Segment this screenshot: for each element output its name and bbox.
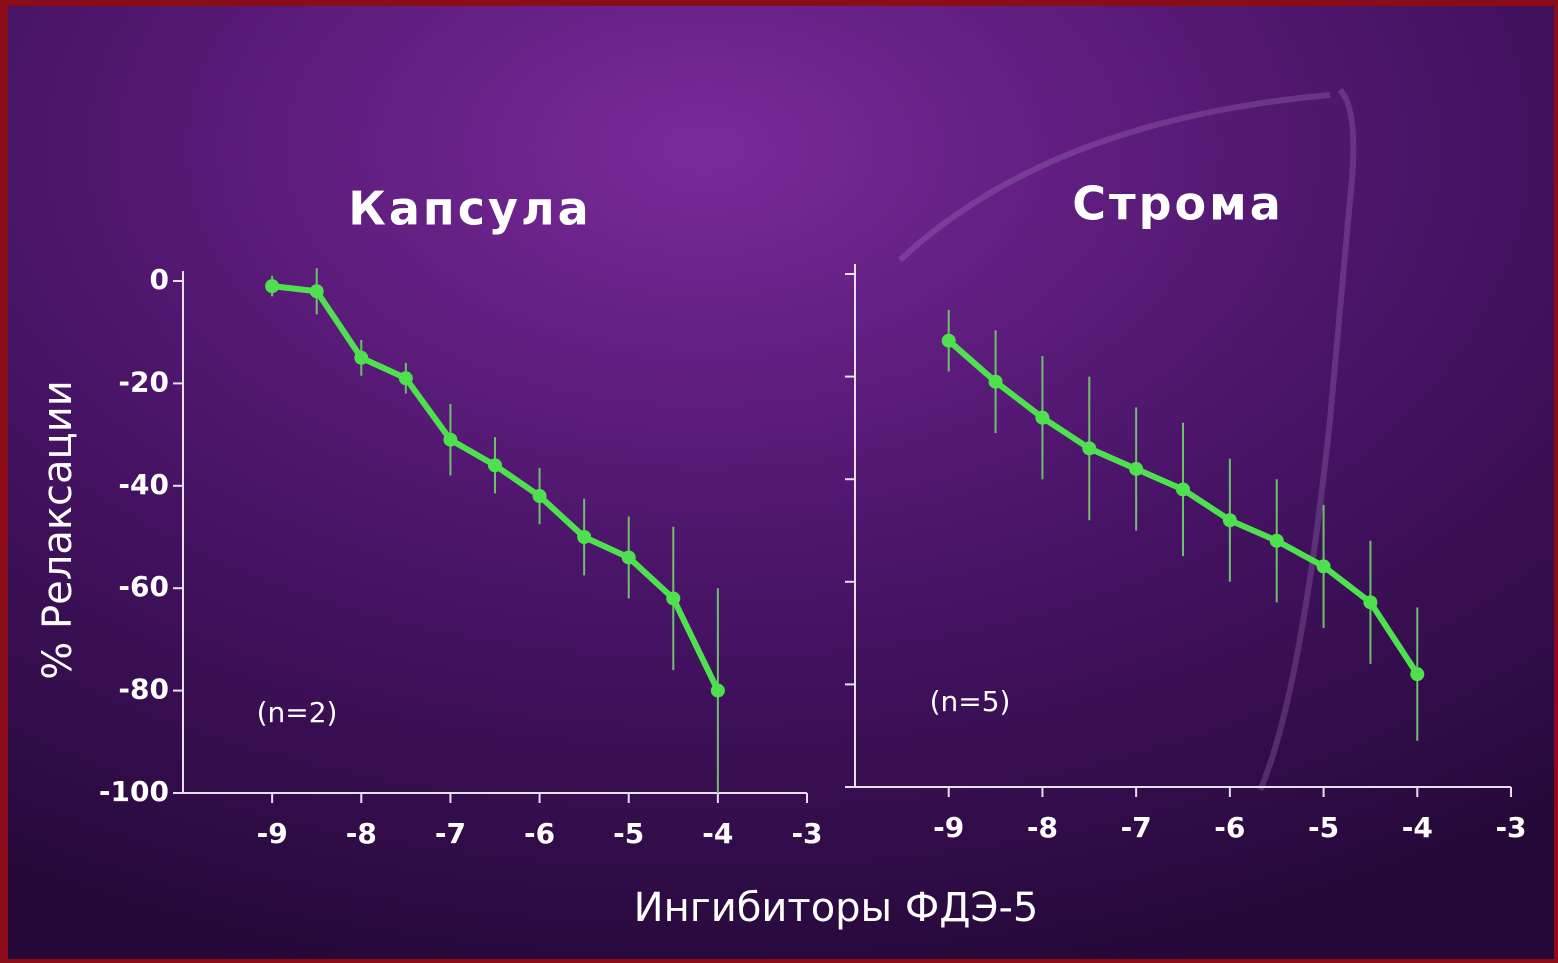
data-point [310, 284, 324, 298]
chart-title: Строма [1072, 177, 1284, 231]
data-point [666, 591, 680, 605]
data-point [399, 371, 413, 385]
x-tick-label: -3 [791, 817, 822, 850]
data-point [354, 351, 368, 365]
data-point [1317, 559, 1331, 573]
data-point [1223, 513, 1237, 527]
x-tick-label: -3 [1495, 811, 1526, 844]
data-point [577, 530, 591, 544]
page: Ингибиторы ФДЭ-5 % Релаксации Капсула (n=… [0, 0, 1558, 963]
x-tick-label: -6 [524, 817, 555, 850]
data-point [1270, 534, 1284, 548]
annotation: (n=5) [930, 685, 1011, 718]
data-point [942, 334, 956, 348]
data-point [488, 458, 502, 472]
y-tick-label: -40 [118, 468, 169, 501]
x-tick-label: -4 [702, 817, 733, 850]
y-axis-label: % Релаксации [35, 380, 81, 679]
x-tick-label: -7 [435, 817, 466, 850]
data-point [1082, 441, 1096, 455]
annotation: (n=2) [257, 696, 338, 729]
x-tick-label: -9 [933, 811, 964, 844]
chart-title: Капсула [348, 182, 591, 236]
x-tick-label: -5 [1308, 811, 1339, 844]
x-tick-label: -8 [1027, 811, 1058, 844]
y-tick-label: -20 [118, 365, 169, 398]
y-tick-label: -60 [118, 570, 169, 603]
x-tick-label: -8 [346, 817, 377, 850]
data-point [989, 375, 1003, 389]
y-tick-label: -100 [99, 775, 169, 808]
data-point [622, 550, 636, 564]
data-point [1410, 667, 1424, 681]
data-point [1363, 595, 1377, 609]
x-axis-label: Ингибиторы ФДЭ-5 [634, 885, 1039, 931]
data-point [443, 433, 457, 447]
y-tick-label: -80 [118, 673, 169, 706]
slide: Ингибиторы ФДЭ-5 % Релаксации Капсула (n=… [0, 0, 1558, 963]
x-tick-label: -7 [1121, 811, 1152, 844]
data-point [711, 684, 725, 698]
data-point [533, 489, 547, 503]
y-tick-label: 0 [150, 263, 169, 296]
x-tick-label: -4 [1402, 811, 1433, 844]
x-tick-label: -6 [1214, 811, 1245, 844]
data-point [265, 279, 279, 293]
x-tick-label: -9 [257, 817, 288, 850]
data-point [1035, 411, 1049, 425]
data-point [1176, 482, 1190, 496]
x-tick-label: -5 [613, 817, 644, 850]
data-point [1129, 462, 1143, 476]
